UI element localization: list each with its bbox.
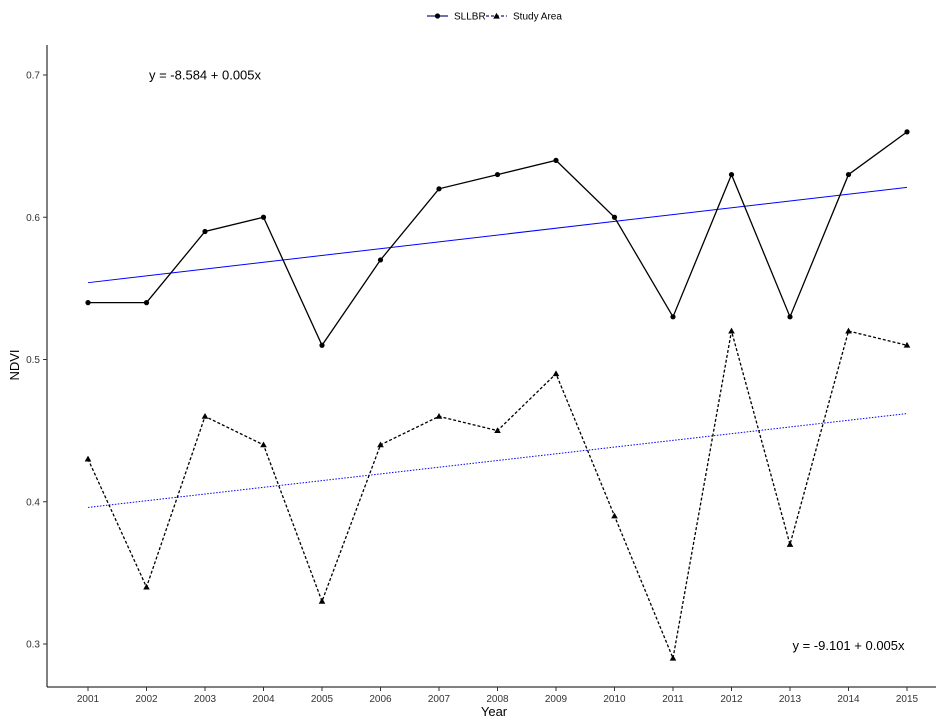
x-axis-title: Year xyxy=(481,704,508,719)
data-point-study-area xyxy=(201,413,209,419)
data-point-study-area xyxy=(845,327,852,334)
x-tick-label: 2005 xyxy=(311,694,334,705)
x-tick-label: 2014 xyxy=(837,694,860,705)
data-series xyxy=(84,129,911,661)
x-tick-label: 2003 xyxy=(194,694,217,705)
data-point-study-area xyxy=(84,455,92,462)
data-point-study-area xyxy=(552,370,560,377)
data-point-sllbr xyxy=(845,171,852,178)
x-tick-label: 2013 xyxy=(779,694,802,705)
data-point-study-area xyxy=(786,541,794,547)
data-point-study-area xyxy=(435,413,443,419)
x-tick-label: 2015 xyxy=(896,694,919,705)
data-point-study-area xyxy=(143,583,150,590)
data-point-study-area xyxy=(611,512,618,519)
data-point-sllbr xyxy=(377,257,384,263)
x-tick-label: 2001 xyxy=(77,694,100,705)
data-point-sllbr xyxy=(553,157,559,163)
data-point-sllbr xyxy=(904,129,910,135)
legend-marker-sllbr xyxy=(434,13,441,19)
trend-lines xyxy=(87,186,908,508)
x-tick-label: 2006 xyxy=(369,694,392,705)
data-point-sllbr xyxy=(143,300,150,306)
y-tick-label: 0.4 xyxy=(26,497,40,508)
trend-line-study-area xyxy=(87,413,908,508)
y-axis-title: NDVI xyxy=(7,349,22,380)
data-point-sllbr xyxy=(260,214,267,220)
data-point-study-area xyxy=(494,427,501,434)
data-point-sllbr xyxy=(611,214,618,220)
y-tick-label: 0.6 xyxy=(26,213,40,224)
legend-marker-study-area xyxy=(493,12,500,19)
regression-equation-sllbr: y = -8.584 + 0.005x xyxy=(149,68,262,83)
legend: SLLBR Study Area xyxy=(427,12,562,23)
data-point-study-area xyxy=(728,327,735,334)
y-axis-ticks: 0.3 0.4 0.5 0.6 0.7 xyxy=(26,71,47,651)
legend-label-study-area: Study Area xyxy=(513,12,562,23)
x-tick-label: 2009 xyxy=(545,694,568,705)
data-point-sllbr xyxy=(436,186,442,192)
data-point-study-area xyxy=(318,597,326,604)
x-tick-label: 2010 xyxy=(603,694,626,705)
data-point-study-area xyxy=(903,341,911,348)
data-point-study-area xyxy=(377,441,384,448)
data-point-sllbr xyxy=(670,314,676,320)
x-tick-label: 2008 xyxy=(486,694,509,705)
series-line-sllbr xyxy=(88,131,908,347)
data-point-study-area xyxy=(260,441,267,448)
y-tick-label: 0.7 xyxy=(26,71,40,82)
data-point-sllbr xyxy=(85,300,91,306)
x-axis-ticks: 2001 2002 2003 2004 2005 2006 2007 2008 2009 2010… xyxy=(77,687,919,705)
x-tick-label: 2002 xyxy=(135,694,158,705)
legend-label-sllbr: SLLBR xyxy=(454,12,486,23)
series-line-study-area xyxy=(87,330,908,661)
data-point-sllbr xyxy=(202,228,208,235)
x-tick-label: 2004 xyxy=(252,694,275,705)
x-tick-label: 2012 xyxy=(720,694,743,705)
data-point-study-area xyxy=(669,654,677,661)
data-point-sllbr xyxy=(787,314,793,320)
y-tick-label: 0.5 xyxy=(26,355,40,366)
trend-line-sllbr xyxy=(87,186,908,284)
data-point-sllbr xyxy=(728,171,735,178)
data-point-sllbr xyxy=(319,342,325,348)
data-point-sllbr xyxy=(494,171,501,178)
y-tick-label: 0.3 xyxy=(26,640,40,651)
x-tick-label: 2007 xyxy=(428,694,451,705)
x-tick-label: 2011 xyxy=(662,694,684,705)
regression-equation-study-area: y = -9.101 + 0.005x xyxy=(792,638,905,653)
